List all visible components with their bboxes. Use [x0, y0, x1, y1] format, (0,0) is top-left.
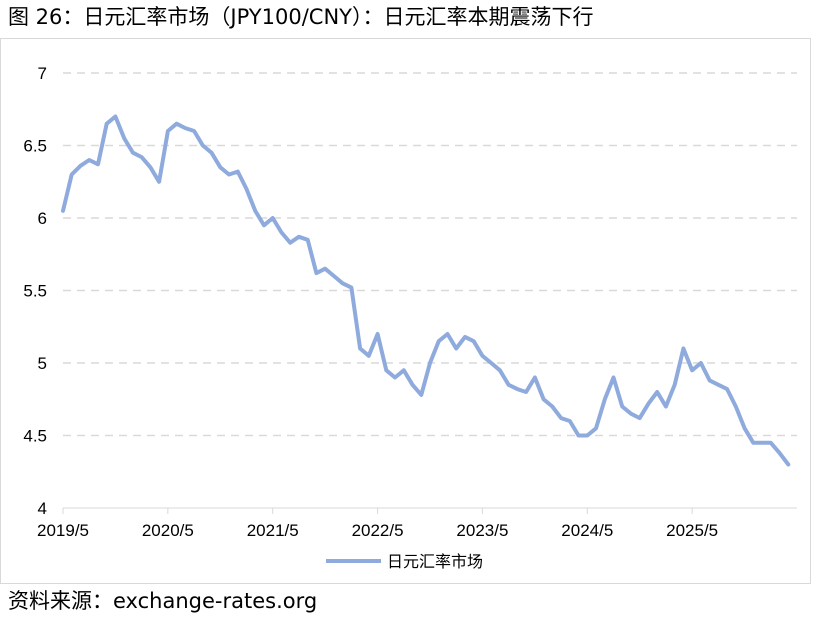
legend: 日元汇率市场 [326, 552, 483, 571]
x-axis-ticks: 2019/5 2020/5 2021/5 2022/5 2023/5 2024/5 2025… [37, 508, 718, 540]
x-tick-label: 2023/5 [456, 521, 508, 540]
source-note: 资料来源：exchange-rates.org [8, 589, 318, 613]
chart-title: 图 26：日元汇率市场（JPY100/CNY）：日元汇率本期震荡下行 [8, 5, 594, 29]
chart-area: 4 4.5 5 5.5 6 6.5 7 2019/5 2020/5 2021/5 2022/5 20… [0, 38, 811, 584]
y-tick-label: 7 [38, 64, 47, 83]
y-tick-label: 6.5 [23, 137, 47, 156]
x-tick-label: 2022/5 [352, 521, 404, 540]
y-tick-label: 6 [38, 209, 47, 228]
x-tick-label: 2019/5 [37, 521, 89, 540]
x-tick-label: 2025/5 [666, 521, 718, 540]
x-tick-label: 2020/5 [142, 521, 194, 540]
series-line-jpy-cny [61, 114, 791, 467]
x-tick-label: 2021/5 [247, 521, 299, 540]
y-tick-label: 4.5 [23, 427, 47, 446]
y-tick-label: 4 [38, 499, 47, 518]
y-axis-ticks: 4 4.5 5 5.5 6 6.5 7 [23, 64, 47, 518]
y-tick-label: 5 [38, 354, 47, 373]
x-tick-label: 2024/5 [561, 521, 613, 540]
line-chart: 44.555.566.57 2019/5 2020/5 2021/5 2022/5 20… [23, 64, 797, 571]
legend-label: 日元汇率市场 [387, 552, 483, 571]
y-tick-label: 5.5 [23, 282, 47, 301]
